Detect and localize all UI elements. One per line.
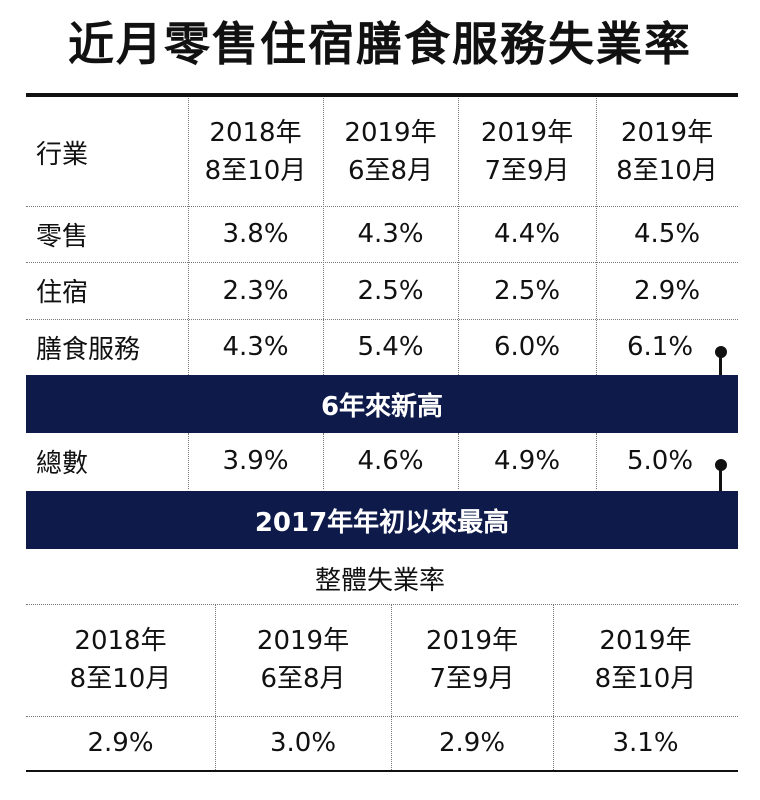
col-divider (391, 604, 392, 770)
table-cell: 2.3% (222, 275, 289, 306)
table-cell: 3.9% (222, 446, 289, 476)
period-months: 8至10月 (616, 156, 718, 186)
period-months: 7至9月 (429, 664, 515, 694)
overall-value: 3.0% (269, 728, 337, 758)
table-cell: 4.4% (493, 219, 561, 249)
table-cell: 4.3% (222, 332, 289, 362)
period-year: 2019年 (620, 118, 714, 148)
period-months: 8至10月 (204, 156, 307, 186)
period-months: 8至10月 (594, 664, 697, 694)
page-title: 近月零售住宿膳食服務失業率 (68, 17, 692, 71)
period-year: 2019年 (256, 626, 350, 656)
overall-period: 2019年 8至10月 (553, 604, 738, 716)
table-cell: 4.9% (493, 446, 561, 476)
col-divider (323, 433, 324, 489)
col-divider (188, 433, 189, 489)
col-divider (458, 433, 459, 489)
table-cell: 5.4% (357, 332, 424, 362)
period-year: 2019年 (425, 626, 519, 656)
overall-period: 2019年 7至9月 (391, 604, 553, 716)
table-cell: 2.9% (633, 275, 701, 306)
table-cell: 5.0% (626, 446, 694, 476)
table-cell: 6.1% (626, 332, 694, 362)
callout-dot (715, 346, 727, 358)
overall-value: 3.1% (612, 728, 679, 758)
row-divider (26, 206, 738, 207)
row-divider (26, 716, 738, 717)
table-cell: 4.6% (357, 446, 424, 476)
header-period: 2019年 6至8月 (323, 98, 458, 206)
note-band-total: 2017年年初以來最高 (26, 491, 738, 549)
row-divider (26, 319, 738, 320)
period-months: 8至10月 (69, 664, 172, 694)
overall-period: 2018年 8至10月 (26, 604, 215, 716)
row-label-total: 總數 (36, 448, 89, 479)
col-divider (215, 604, 216, 770)
header-label: 行業 (36, 139, 89, 170)
row-label-accommodation: 住宿 (36, 278, 89, 308)
table-cell: 4.3% (357, 219, 424, 249)
row-divider (26, 604, 738, 605)
period-year: 2018年 (209, 118, 302, 148)
period-year: 2019年 (480, 118, 574, 148)
table-cell: 2.5% (493, 275, 561, 306)
row-label-food-services: 膳食服務 (36, 334, 141, 365)
table-cell: 6.0% (493, 332, 561, 362)
table-cell: 2.5% (357, 275, 424, 306)
overall-value: 2.9% (438, 728, 506, 758)
period-months: 6至8月 (347, 156, 434, 186)
row-label-retail: 零售 (36, 221, 89, 252)
col-divider (323, 98, 324, 375)
overall-period: 2019年 6至8月 (215, 604, 391, 716)
callout-stem (719, 357, 722, 377)
overall-value: 2.9% (87, 728, 154, 758)
col-divider (188, 98, 189, 375)
period-months: 6至8月 (260, 664, 346, 694)
header-period: 2018年 8至10月 (188, 98, 323, 206)
period-year: 2019年 (344, 118, 437, 148)
callout-stem (719, 470, 722, 492)
title-rule (26, 93, 738, 97)
col-divider (458, 98, 459, 375)
period-year: 2019年 (599, 626, 692, 656)
bottom-rule (26, 770, 738, 772)
header-period: 2019年 7至9月 (458, 98, 596, 206)
note-band-food: 6年來新高 (26, 375, 738, 433)
col-divider (596, 98, 597, 375)
period-months: 7至9月 (484, 156, 570, 186)
callout-dot (715, 459, 727, 471)
table-cell: 3.8% (222, 219, 289, 249)
col-divider (553, 604, 554, 770)
table-cell: 4.5% (633, 219, 701, 249)
overall-title: 整體失業率 (314, 566, 445, 596)
col-divider (596, 433, 597, 489)
row-divider (26, 262, 738, 263)
header-period: 2019年 8至10月 (596, 98, 738, 206)
period-year: 2018年 (74, 626, 167, 656)
